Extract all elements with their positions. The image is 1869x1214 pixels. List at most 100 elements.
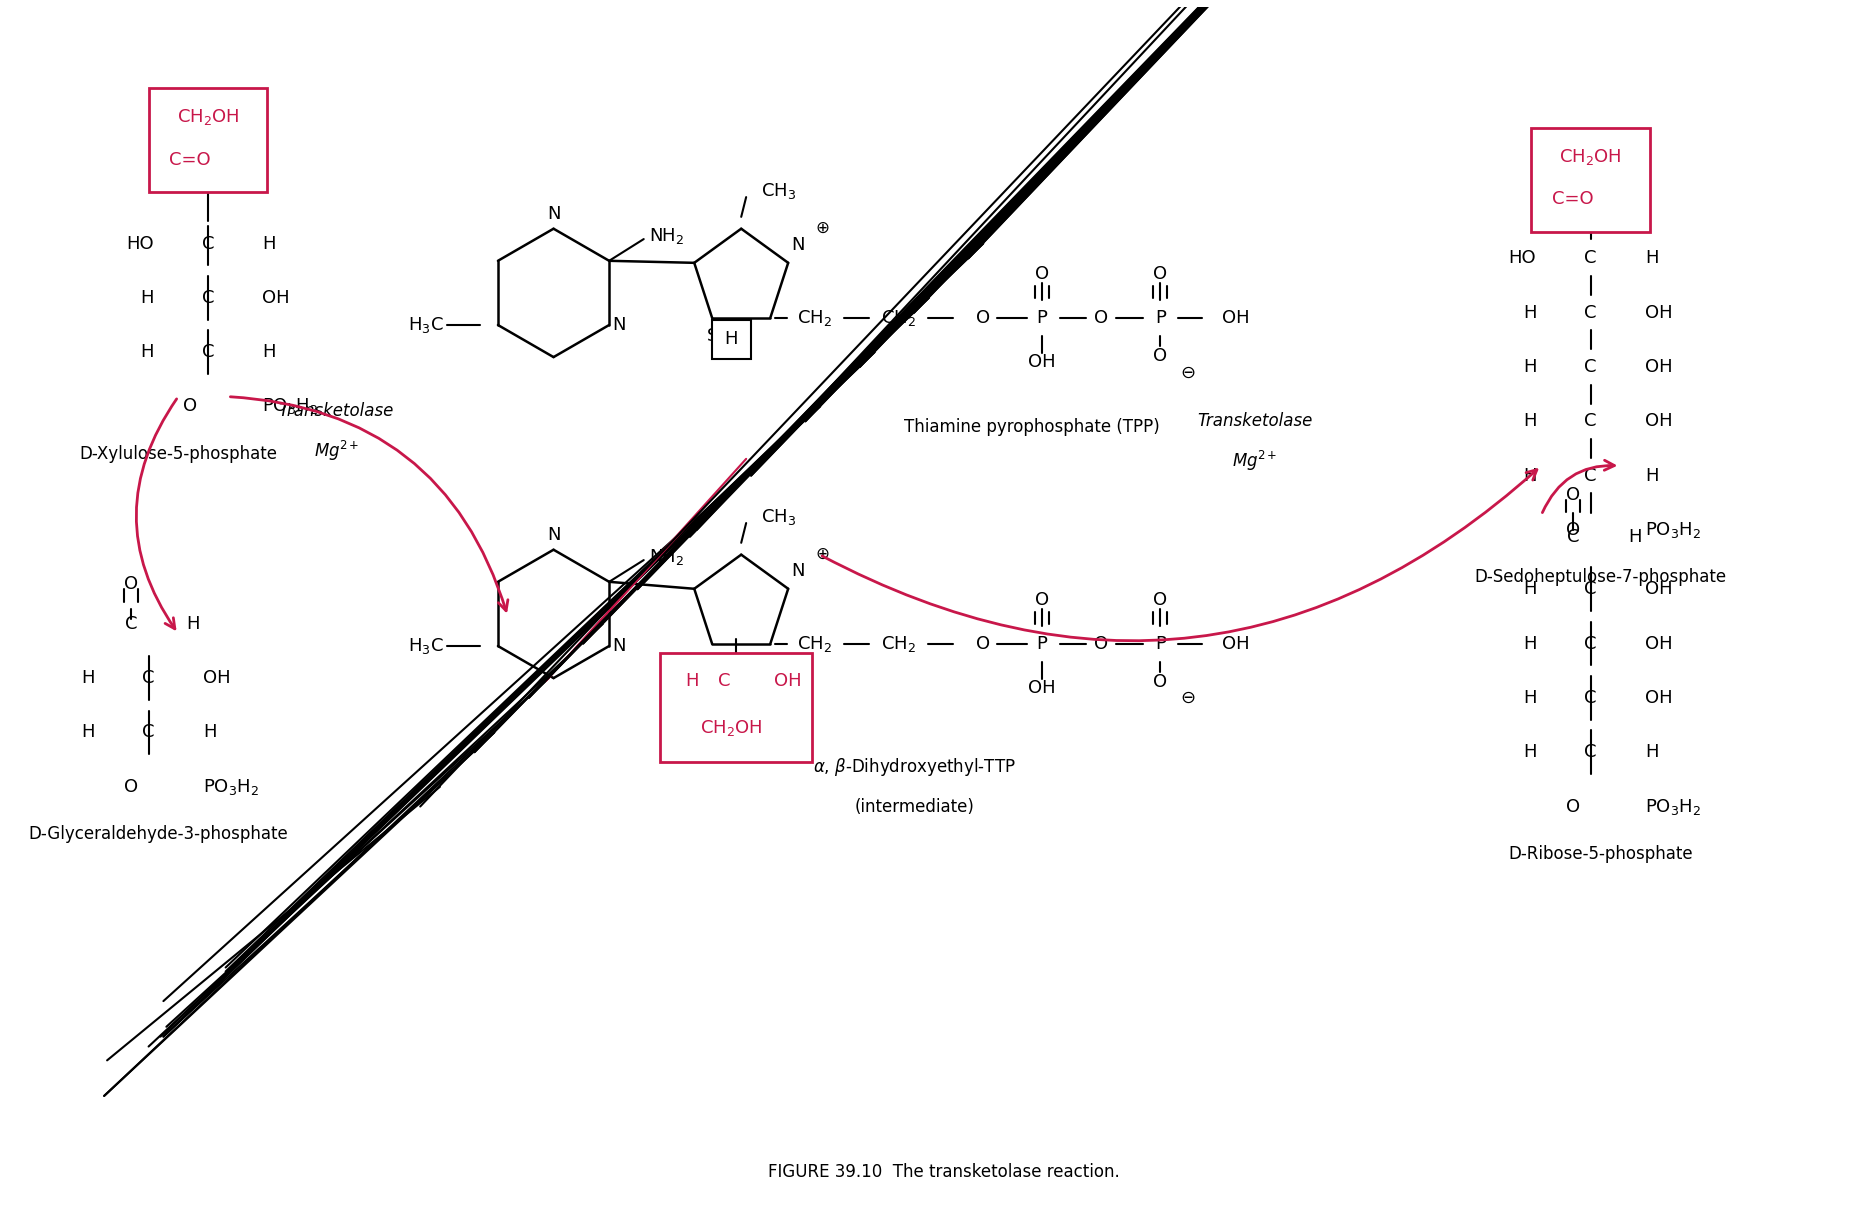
Text: H: H bbox=[80, 724, 93, 742]
Text: C=O: C=O bbox=[170, 151, 211, 169]
Text: O: O bbox=[1153, 265, 1168, 283]
FancyBboxPatch shape bbox=[148, 89, 267, 192]
Text: O: O bbox=[183, 397, 196, 415]
Text: O: O bbox=[1566, 487, 1579, 504]
Text: H: H bbox=[1523, 304, 1536, 322]
Text: PO$_3$H$_2$: PO$_3$H$_2$ bbox=[262, 397, 318, 416]
Text: C: C bbox=[142, 724, 155, 742]
Text: OH: OH bbox=[1028, 680, 1056, 697]
Text: S: S bbox=[706, 327, 718, 345]
Text: CH$_2$: CH$_2$ bbox=[880, 308, 916, 328]
Text: C=O: C=O bbox=[1551, 191, 1594, 208]
Text: D-Sedoheptulose-7-phosphate: D-Sedoheptulose-7-phosphate bbox=[1475, 568, 1727, 586]
Text: N: N bbox=[548, 526, 561, 544]
Text: H: H bbox=[187, 614, 200, 632]
Text: H: H bbox=[80, 669, 93, 687]
Text: C: C bbox=[1585, 249, 1596, 267]
Text: C: C bbox=[142, 669, 155, 687]
Text: C: C bbox=[1585, 358, 1596, 376]
FancyBboxPatch shape bbox=[1531, 127, 1650, 232]
Text: OH: OH bbox=[262, 289, 290, 307]
Text: D-Glyceraldehyde-3-phosphate: D-Glyceraldehyde-3-phosphate bbox=[28, 826, 288, 844]
Text: H: H bbox=[262, 344, 275, 362]
Text: H: H bbox=[262, 234, 275, 253]
Text: Transketolase: Transketolase bbox=[278, 402, 394, 420]
Text: CH$_2$: CH$_2$ bbox=[880, 634, 916, 654]
Text: C: C bbox=[1585, 580, 1596, 599]
Text: PO$_3$H$_2$: PO$_3$H$_2$ bbox=[1645, 520, 1701, 540]
Text: ⊖: ⊖ bbox=[1181, 690, 1196, 708]
Text: H$_3$C: H$_3$C bbox=[407, 314, 443, 335]
Text: ⊖: ⊖ bbox=[1181, 363, 1196, 381]
Text: H: H bbox=[1645, 249, 1658, 267]
Text: OH: OH bbox=[1645, 358, 1673, 376]
Text: O: O bbox=[1153, 346, 1168, 364]
Text: S: S bbox=[706, 653, 718, 671]
Text: H: H bbox=[140, 344, 153, 362]
Text: Mg$^{2+}$: Mg$^{2+}$ bbox=[1232, 449, 1277, 473]
Text: C: C bbox=[1566, 528, 1579, 546]
Text: OH: OH bbox=[1645, 304, 1673, 322]
Text: CH$_2$OH: CH$_2$OH bbox=[176, 107, 239, 127]
Text: O: O bbox=[1566, 798, 1579, 816]
Text: OH: OH bbox=[774, 673, 802, 690]
Text: OH: OH bbox=[1222, 310, 1248, 327]
Text: N: N bbox=[791, 562, 806, 580]
Text: Thiamine pyrophosphate (TPP): Thiamine pyrophosphate (TPP) bbox=[905, 418, 1161, 436]
Text: Mg$^{2+}$: Mg$^{2+}$ bbox=[314, 439, 359, 463]
Text: CH$_2$OH: CH$_2$OH bbox=[701, 717, 763, 737]
Text: C: C bbox=[1585, 635, 1596, 653]
Text: HO: HO bbox=[125, 234, 153, 253]
Text: O: O bbox=[123, 778, 138, 795]
Text: P: P bbox=[1037, 310, 1047, 327]
Text: D-Xylulose-5-phosphate: D-Xylulose-5-phosphate bbox=[78, 444, 277, 463]
Text: O: O bbox=[976, 310, 991, 327]
Text: H: H bbox=[1523, 635, 1536, 653]
Text: OH: OH bbox=[1222, 635, 1248, 653]
Text: PO$_3$H$_2$: PO$_3$H$_2$ bbox=[1645, 796, 1701, 817]
Text: C: C bbox=[718, 673, 731, 690]
Text: N: N bbox=[548, 205, 561, 223]
Text: C: C bbox=[1585, 304, 1596, 322]
Text: HO: HO bbox=[1508, 249, 1536, 267]
Text: OH: OH bbox=[1645, 688, 1673, 707]
Text: H: H bbox=[1645, 743, 1658, 761]
Text: OH: OH bbox=[1028, 353, 1056, 371]
Text: (intermediate): (intermediate) bbox=[854, 798, 974, 816]
Text: CH$_2$OH: CH$_2$OH bbox=[1559, 147, 1622, 166]
Text: H: H bbox=[1523, 466, 1536, 484]
Text: OH: OH bbox=[204, 669, 230, 687]
Text: H: H bbox=[140, 289, 153, 307]
Text: H: H bbox=[1523, 743, 1536, 761]
Text: O: O bbox=[1153, 590, 1168, 608]
Text: H: H bbox=[1523, 358, 1536, 376]
Text: O: O bbox=[1035, 590, 1049, 608]
Text: H: H bbox=[1628, 528, 1641, 546]
Text: CH$_2$: CH$_2$ bbox=[798, 308, 832, 328]
Text: C: C bbox=[1585, 466, 1596, 484]
Text: FIGURE 39.10  The transketolase reaction.: FIGURE 39.10 The transketolase reaction. bbox=[768, 1163, 1120, 1181]
Text: OH: OH bbox=[1645, 413, 1673, 430]
Text: ⊕: ⊕ bbox=[815, 545, 830, 563]
Text: NH$_2$: NH$_2$ bbox=[649, 548, 684, 567]
Text: C: C bbox=[202, 344, 215, 362]
Text: O: O bbox=[1566, 521, 1579, 539]
Text: Transketolase: Transketolase bbox=[1198, 413, 1312, 430]
Text: H: H bbox=[725, 330, 738, 348]
Text: N: N bbox=[613, 637, 626, 656]
Text: H: H bbox=[1523, 413, 1536, 430]
Text: C: C bbox=[1585, 688, 1596, 707]
Text: P: P bbox=[1155, 635, 1166, 653]
Text: H: H bbox=[1523, 580, 1536, 599]
Text: ⊕: ⊕ bbox=[815, 220, 830, 237]
Text: C: C bbox=[125, 614, 136, 632]
FancyBboxPatch shape bbox=[660, 653, 813, 762]
Text: O: O bbox=[123, 575, 138, 594]
Text: OH: OH bbox=[1645, 580, 1673, 599]
Text: CH$_3$: CH$_3$ bbox=[761, 507, 796, 527]
Text: O: O bbox=[1093, 635, 1108, 653]
Text: O: O bbox=[1153, 673, 1168, 691]
Text: P: P bbox=[1037, 635, 1047, 653]
Text: P: P bbox=[1155, 310, 1166, 327]
Text: NH$_2$: NH$_2$ bbox=[649, 226, 684, 246]
